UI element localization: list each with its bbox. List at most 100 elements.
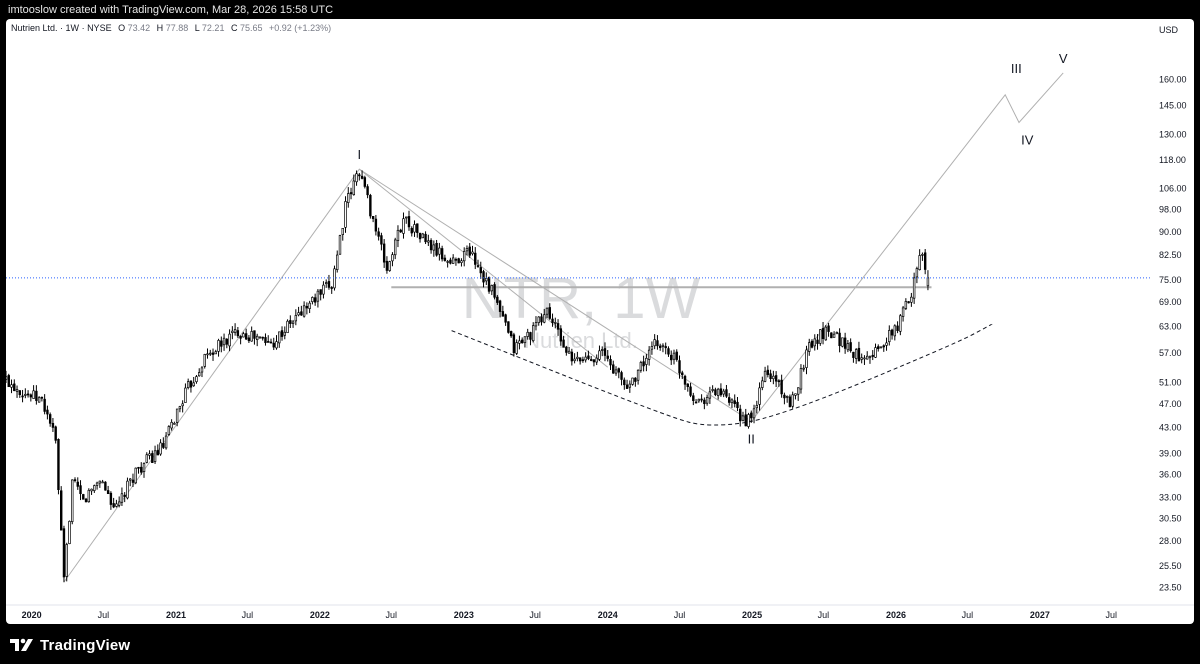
price-tick-label: 98.00 — [1159, 204, 1182, 214]
price-tick-label: 28.00 — [1159, 536, 1182, 546]
wave-label-I: I — [358, 147, 362, 162]
candle — [667, 346, 670, 357]
candle — [890, 328, 894, 340]
candle-body — [131, 479, 135, 483]
candle-body — [741, 415, 745, 421]
candle-body — [769, 373, 772, 380]
candle — [708, 386, 712, 404]
candle-body — [186, 381, 190, 388]
candle-body — [253, 330, 256, 339]
candle-body — [907, 301, 910, 304]
candle — [788, 394, 792, 408]
candle-body — [515, 342, 518, 354]
candle — [7, 373, 10, 388]
candle — [355, 170, 358, 186]
candle-body — [617, 368, 620, 373]
candle-body — [854, 349, 858, 359]
time-tick-label: 2021 — [166, 610, 186, 620]
candle-body — [832, 333, 836, 338]
candle — [683, 374, 687, 390]
candle — [816, 334, 819, 350]
candle-body — [639, 362, 643, 371]
candle — [824, 325, 828, 341]
candle-body — [421, 233, 425, 239]
candle — [520, 337, 524, 344]
candle — [904, 298, 908, 311]
candle-body — [211, 352, 215, 355]
candle — [901, 305, 905, 322]
candle — [810, 339, 814, 349]
tradingview-logo[interactable]: TradingView — [10, 635, 130, 655]
candle — [297, 306, 300, 317]
time-axis[interactable]: 2020 Jul 2021 Jul 2022 Jul 2023 Jul 2024 Jul 2025 J… — [22, 610, 1117, 620]
legend-open: 73.42 — [128, 23, 151, 33]
candle — [283, 326, 286, 340]
candle — [675, 349, 678, 362]
candle-body — [534, 322, 538, 327]
candle — [750, 410, 753, 423]
candle-body — [901, 307, 905, 317]
chart-panel[interactable]: NTR, 1W Nutrien Ltd. I II III IV V USD 23.50… — [6, 19, 1194, 624]
candle-body — [385, 260, 389, 271]
candle-body — [405, 216, 408, 219]
candle-body — [291, 321, 295, 324]
candle-body — [140, 466, 143, 473]
time-tick-label: Jul — [962, 610, 974, 620]
candle — [725, 384, 728, 398]
candle-body — [799, 368, 803, 390]
candle — [427, 234, 430, 246]
candle — [821, 322, 825, 345]
candle-body — [109, 492, 113, 505]
candle-body — [380, 235, 383, 245]
price-tick-label: 75.00 — [1159, 275, 1182, 285]
candle-body — [664, 346, 667, 349]
candle-body — [65, 544, 68, 577]
candle — [203, 353, 206, 369]
legend-interval: 1W — [66, 23, 80, 33]
candle-body — [507, 321, 510, 333]
candle-body — [231, 330, 234, 333]
price-tick-label: 43.00 — [1159, 422, 1182, 432]
candle — [882, 344, 885, 352]
candle-body — [32, 390, 35, 399]
candle — [385, 256, 389, 274]
candle — [565, 345, 568, 356]
candle-body — [631, 377, 634, 385]
candle-body — [255, 335, 259, 340]
candle — [413, 220, 416, 237]
candle-body — [904, 301, 908, 309]
candle — [601, 346, 604, 357]
candle — [175, 408, 179, 427]
candle-body — [15, 389, 19, 392]
candle-body — [882, 345, 885, 348]
candle — [129, 478, 132, 487]
candle — [198, 368, 201, 377]
candle-body — [661, 344, 665, 347]
candle-body — [51, 423, 55, 428]
candle-body — [485, 278, 488, 282]
candle — [620, 370, 623, 386]
candle — [515, 339, 518, 356]
candle — [463, 247, 466, 267]
candle-body — [460, 260, 463, 263]
candle-body — [868, 356, 872, 359]
candle — [761, 376, 764, 391]
candle — [126, 477, 129, 500]
candle — [35, 385, 38, 405]
candle — [311, 296, 314, 305]
candle — [921, 252, 924, 261]
candle-body — [628, 383, 632, 388]
candle — [832, 331, 836, 338]
candle — [554, 317, 557, 329]
price-axis[interactable]: USD 23.50 25.50 28.00 30.50 33.00 36.00 39.00 4… — [1159, 25, 1187, 593]
candle — [512, 332, 516, 357]
candle — [228, 329, 231, 352]
price-tick-label: 145.00 — [1159, 101, 1187, 111]
candle-body — [816, 339, 819, 344]
candle-body — [399, 229, 402, 233]
candle — [21, 389, 24, 403]
time-tick-label: 2024 — [598, 610, 618, 620]
candle — [910, 292, 913, 307]
candle — [51, 417, 55, 432]
